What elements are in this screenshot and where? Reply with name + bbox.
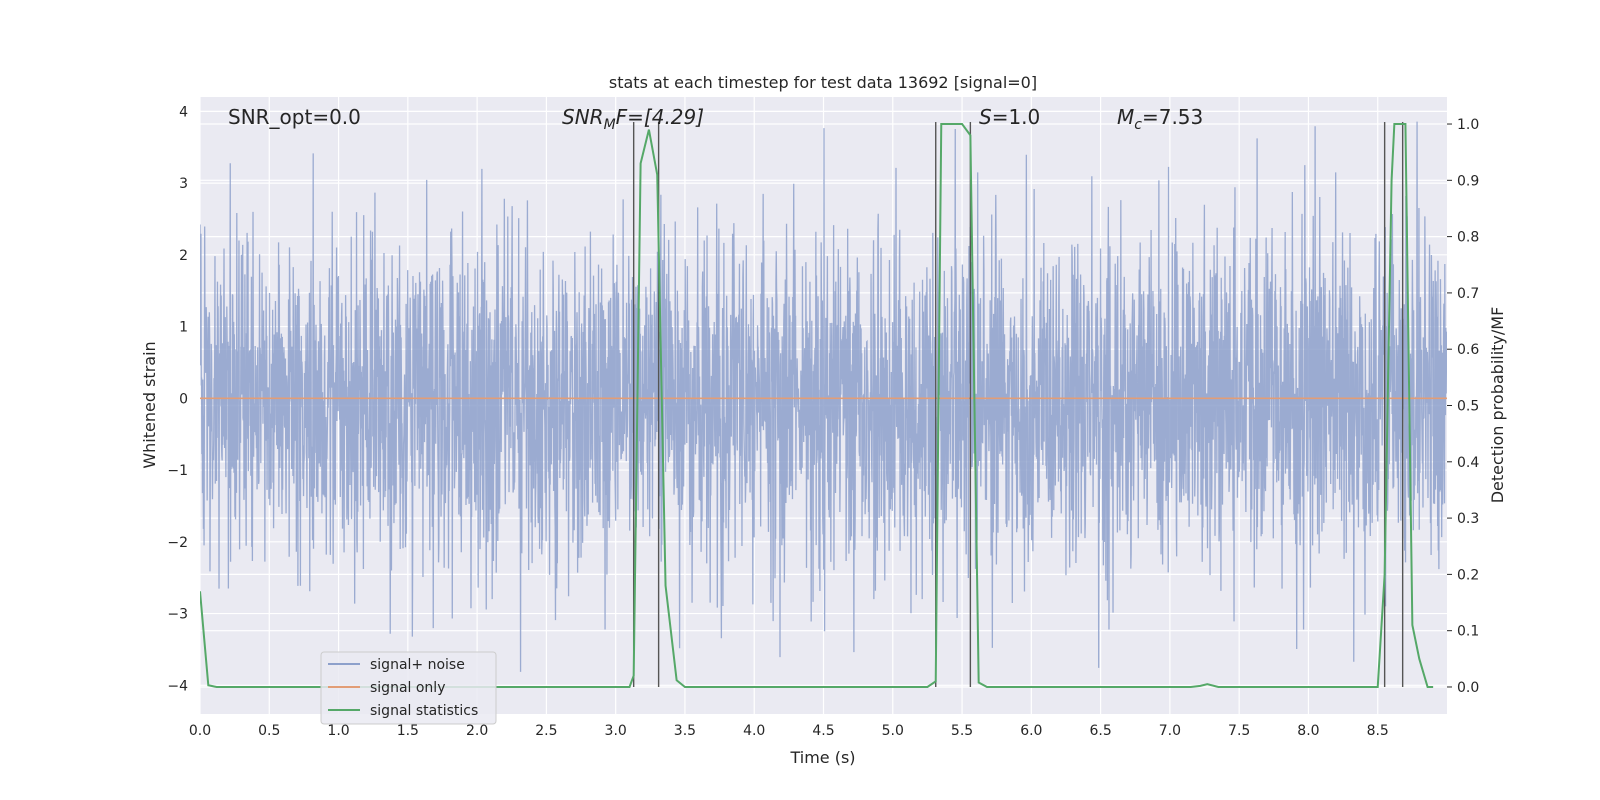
y2-tick-label: 0.2: [1457, 567, 1479, 583]
mc-sub: c: [1134, 117, 1142, 133]
y2-tick-label: 0.4: [1457, 455, 1479, 471]
x-axis-label: Time (s): [789, 748, 855, 767]
y-tick-label: 4: [179, 104, 188, 120]
y2-axis-label: Detection probability/MF: [1488, 307, 1507, 504]
y2-tick-label: 0.1: [1457, 624, 1479, 640]
signal-statistics-line: [200, 123, 1434, 688]
annotation-snr-opt: SNR_opt=0.0: [228, 105, 361, 129]
x-tick-label: 0.5: [258, 723, 280, 739]
annotation-snr-mf: SNRMF=[4.29]: [562, 105, 704, 133]
y2-tick-label: 0.7: [1457, 286, 1479, 302]
annotation-s: S=1.0: [979, 105, 1040, 129]
x-tick-label: 5.0: [882, 723, 904, 739]
y2-tick-label: 0.9: [1457, 173, 1479, 189]
x-tick-label: 8.5: [1367, 723, 1389, 739]
y-tick-label: −3: [167, 607, 188, 623]
x-tick-label: 1.0: [327, 723, 349, 739]
s-main: S: [979, 105, 992, 129]
annotation-mc: Mc=7.53: [1117, 105, 1203, 133]
y2-tick-label: 0.8: [1457, 230, 1479, 246]
x-tick-label: 2.5: [535, 723, 557, 739]
x-tick-label: 5.5: [951, 723, 973, 739]
x-tick-label: 7.0: [1159, 723, 1181, 739]
y-tick-label: 0: [179, 391, 188, 407]
series-signal-noise: [200, 121, 1447, 672]
snr-mf-main: SNR: [562, 105, 604, 129]
legend: signal+ noise signal only signal statist…: [320, 651, 497, 725]
snr-mf-sub: M: [604, 117, 616, 133]
y2-tick-label: 0.6: [1457, 342, 1479, 358]
strain-trace: [200, 121, 1447, 672]
x-tick-label: 6.5: [1089, 723, 1111, 739]
chart-title: stats at each timestep for test data 136…: [609, 73, 1037, 92]
snr-mf-rest: F=[4.29]: [616, 105, 704, 129]
x-tick-label: 7.5: [1228, 723, 1250, 739]
y-tick-label: 3: [179, 176, 188, 192]
y2-tick-label: 1.0: [1457, 117, 1479, 133]
y-tick-label: 2: [179, 248, 188, 264]
series-signal-statistics: [200, 123, 1434, 688]
s-rest: =1.0: [992, 105, 1041, 129]
x-tick-label: 4.0: [743, 723, 765, 739]
y-tick-label: −1: [167, 463, 188, 479]
x-axis-ticks: 0.0 0.5 1.0 1.5 2.0 2.5 3.0 3.5 4.0 4.5 5.0 5.5 6.0 6…: [189, 723, 1389, 739]
y2-axis-ticks: 1.0 0.9 0.8 0.7 0.6 0.5 0.4 0.3 0.2 0.1 0.0: [1447, 117, 1479, 696]
x-tick-label: 1.5: [397, 723, 419, 739]
y-axis-ticks: 4 3 2 1 0 −1 −2 −3 −4: [167, 104, 188, 694]
legend-label-signal-noise: signal+ noise: [370, 657, 465, 673]
x-tick-label: 3.5: [674, 723, 696, 739]
x-tick-label: 8.0: [1297, 723, 1319, 739]
y-axis-label: Whitened strain: [140, 341, 159, 468]
mc-main: M: [1117, 105, 1134, 129]
legend-box: [320, 651, 497, 725]
mc-rest: =7.53: [1142, 105, 1203, 129]
legend-label-signal-statistics: signal statistics: [370, 703, 478, 719]
y-tick-label: 1: [179, 320, 188, 336]
y2-tick-label: 0.3: [1457, 511, 1479, 527]
x-tick-label: 0.0: [189, 723, 211, 739]
y-tick-label: −4: [167, 678, 188, 694]
x-tick-label: 2.0: [466, 723, 488, 739]
x-tick-label: 3.0: [605, 723, 627, 739]
x-tick-label: 6.0: [1020, 723, 1042, 739]
x-tick-label: 4.5: [812, 723, 834, 739]
y2-tick-label: 0.0: [1457, 680, 1479, 696]
y-tick-label: −2: [167, 535, 188, 551]
legend-label-signal-only: signal only: [370, 680, 445, 696]
y2-tick-label: 0.5: [1457, 399, 1479, 415]
